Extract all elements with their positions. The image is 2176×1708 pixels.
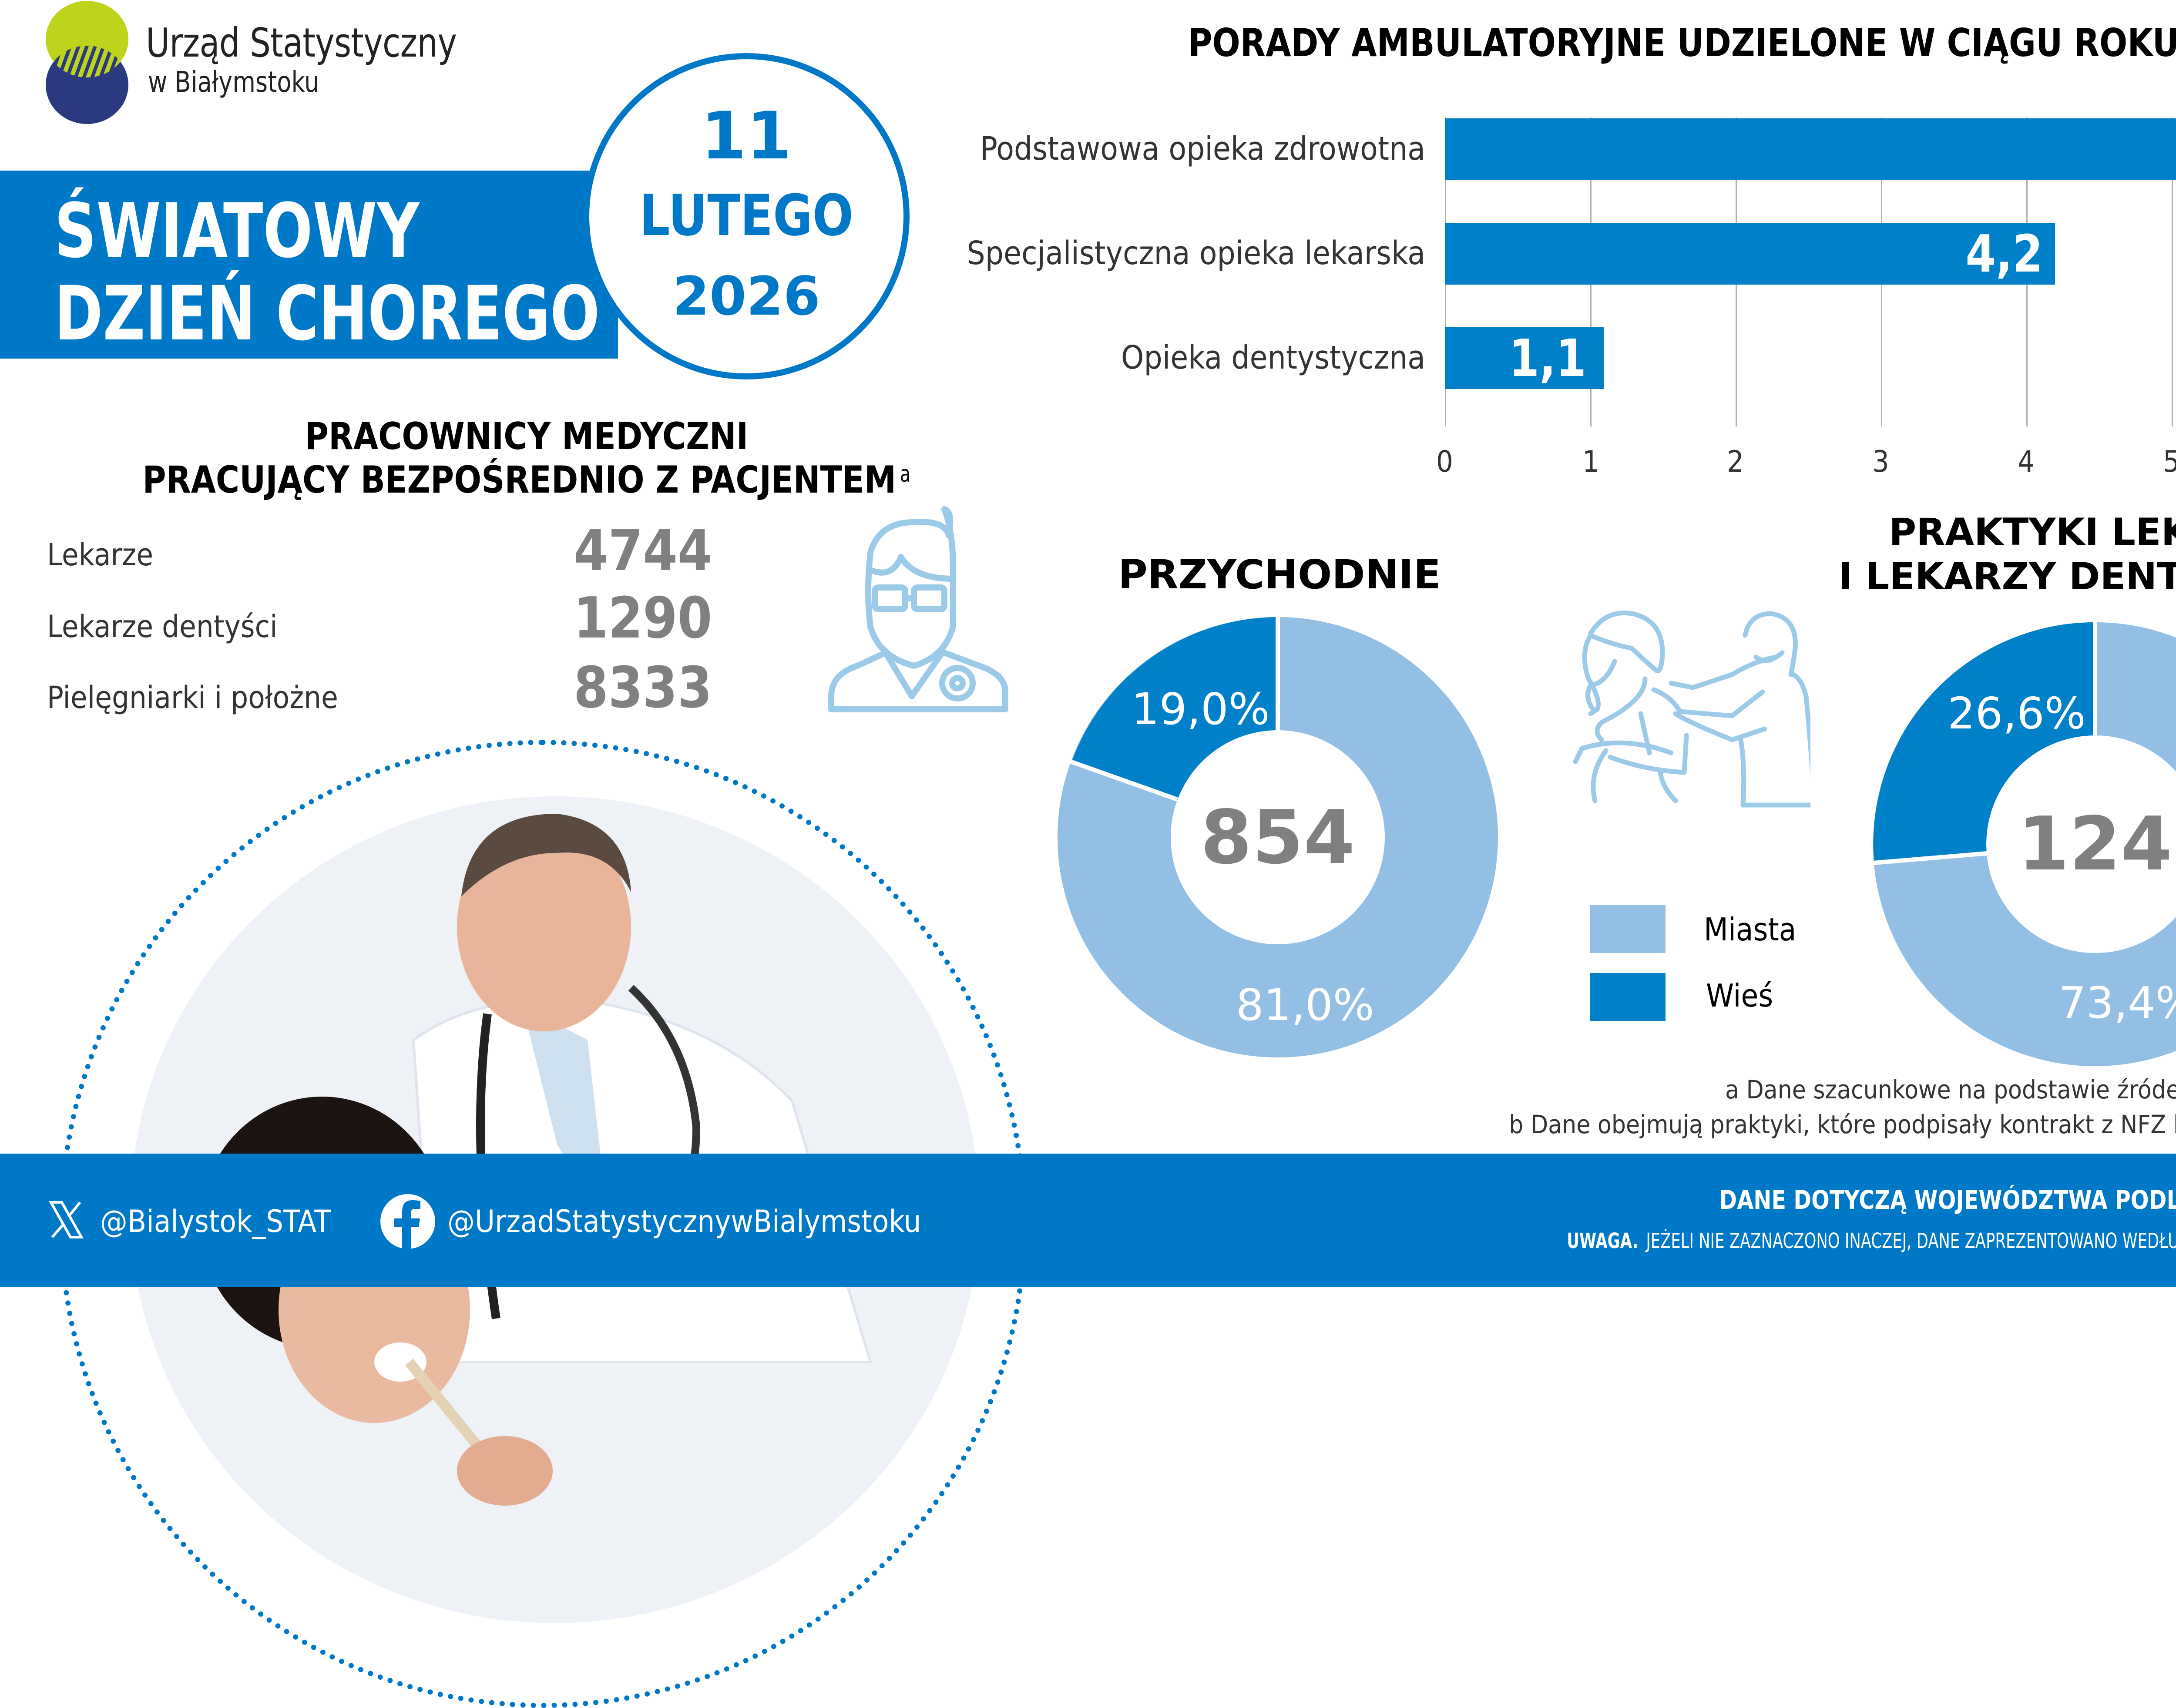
bar-label-specialist-care: Specjalistyczna opieka lekarska [967, 235, 1425, 272]
date-year: 2026 [672, 265, 820, 327]
practices-title-line-2-wrap: I LEKARZY DENTYSTÓWb [1828, 558, 2176, 595]
workers-title-line-2-wrap: PRACUJĄCY BEZPOŚREDNIO Z PACJENTEM a [74, 461, 979, 499]
legend-label-urban: Miasta [1704, 911, 1797, 948]
facebook-handle-link[interactable]: @UrzadStatystycznywBialymstoku [447, 1204, 921, 1239]
clinics-title: PRZYCHODNIE [1118, 551, 1441, 598]
bar-label-dental-care: Opieka dentystyczna [1121, 339, 1425, 376]
title-line-1: ŚWIATOWY [54, 187, 420, 275]
logo-subtitle: w Białymstoku [148, 65, 319, 99]
twitter-handle-link[interactable]: @Bialystok_STAT [100, 1204, 331, 1239]
clinics-donut-chart [1058, 617, 1498, 1057]
date-month: LUTEGO [639, 182, 853, 248]
legend-swatch-rural [1590, 973, 1666, 1021]
practices-title-line-1: PRAKTYKI LEKARZY [1889, 510, 2176, 554]
practices-urban-pct: 73,4% [2058, 977, 2176, 1028]
warning-note: UWAGA. JEŻELI NIE ZAZNACZONO INACZEJ, DAN… [1567, 1231, 2176, 1252]
bar-specialist-care: 4,2 [1445, 223, 2055, 285]
doctor-icon [814, 505, 1018, 714]
warning-text: JEŻELI NIE ZAZNACZONO INACZEJ, DANE ZAPR… [1646, 1229, 2176, 1253]
legend-swatch-urban [1590, 905, 1666, 953]
x-tick-1: 1 [1582, 445, 1599, 479]
row-label-nurses: Pielęgniarki i położne [47, 680, 338, 715]
x-tick-3: 3 [1872, 445, 1889, 479]
clinics-urban-pct: 81,0% [1236, 980, 1374, 1030]
bar-dental-care: 1,1 [1445, 327, 1604, 389]
bar-value: 1,1 [1509, 328, 1586, 388]
facebook-icon[interactable] [379, 1193, 436, 1250]
x-tick-4: 4 [2018, 445, 2035, 479]
footer-bar [0, 1154, 2176, 1287]
practices-rural-slice [1873, 622, 2095, 863]
consultation-icon [1558, 609, 1817, 814]
workers-title-line-2: PRACUJĄCY BEZPOŚREDNIO Z PACJENTEM [142, 458, 897, 502]
row-label-doctors: Lekarze [47, 537, 154, 573]
row-label-dentists: Lekarze dentyści [47, 609, 278, 644]
bar-chart-title: PORADY AMBULATORYJNE UDZIELONE W CIĄGU R… [1188, 20, 2176, 65]
logo [44, 0, 131, 124]
date-day: 11 [701, 98, 792, 174]
footnote-b: b Dane obejmują praktyki, które podpisał… [1509, 1110, 2176, 1139]
bar-value: 4,2 [1965, 224, 2043, 284]
logo-title: Urząd Statystyczny [146, 20, 457, 66]
x-tick-0: 0 [1436, 445, 1453, 479]
bar-label-primary-care: Podstawowa opieka zdrowotna [980, 130, 1425, 168]
row-value-nurses: 8333 [574, 654, 712, 721]
footnote-a: a Dane szacunkowe na podstawie źródeł ad… [1725, 1075, 2176, 1104]
practices-title-line-2: I LEKARZY DENTYSTÓW [1838, 555, 2176, 598]
x-twitter-icon[interactable] [48, 1200, 84, 1239]
row-value-dentists: 1290 [574, 585, 712, 651]
region-note: DANE DOTYCZĄ WOJEWÓDZTWA PODLASKIEGO W 2… [1719, 1185, 2176, 1215]
clinics-rural-pct: 19,0% [1132, 684, 1270, 735]
x-tick-2: 2 [1727, 445, 1744, 479]
bar-primary-care: 5,8 [1445, 118, 2176, 180]
gridline-5 [2172, 117, 2173, 426]
title-line-2: DZIEŃ CHOREGO [54, 270, 600, 357]
logo-circles-icon [46, 1, 128, 124]
row-value-doctors: 4744 [574, 517, 712, 584]
practices-donut-chart [1873, 622, 2176, 1066]
footnote-mark-a: a [900, 461, 911, 487]
x-tick-5: 5 [2163, 445, 2176, 479]
workers-title-line-1: PRACOWNICY MEDYCZNI [305, 415, 749, 458]
warning-label: UWAGA. [1567, 1229, 1639, 1253]
practices-total: 124 [2018, 801, 2173, 887]
legend-label-rural: Wieś [1706, 977, 1773, 1014]
practices-rural-pct: 26,6% [1948, 688, 2086, 739]
clinics-rural-slice [1071, 617, 1278, 800]
clinics-total: 854 [1200, 795, 1355, 881]
title-banner [0, 171, 618, 359]
